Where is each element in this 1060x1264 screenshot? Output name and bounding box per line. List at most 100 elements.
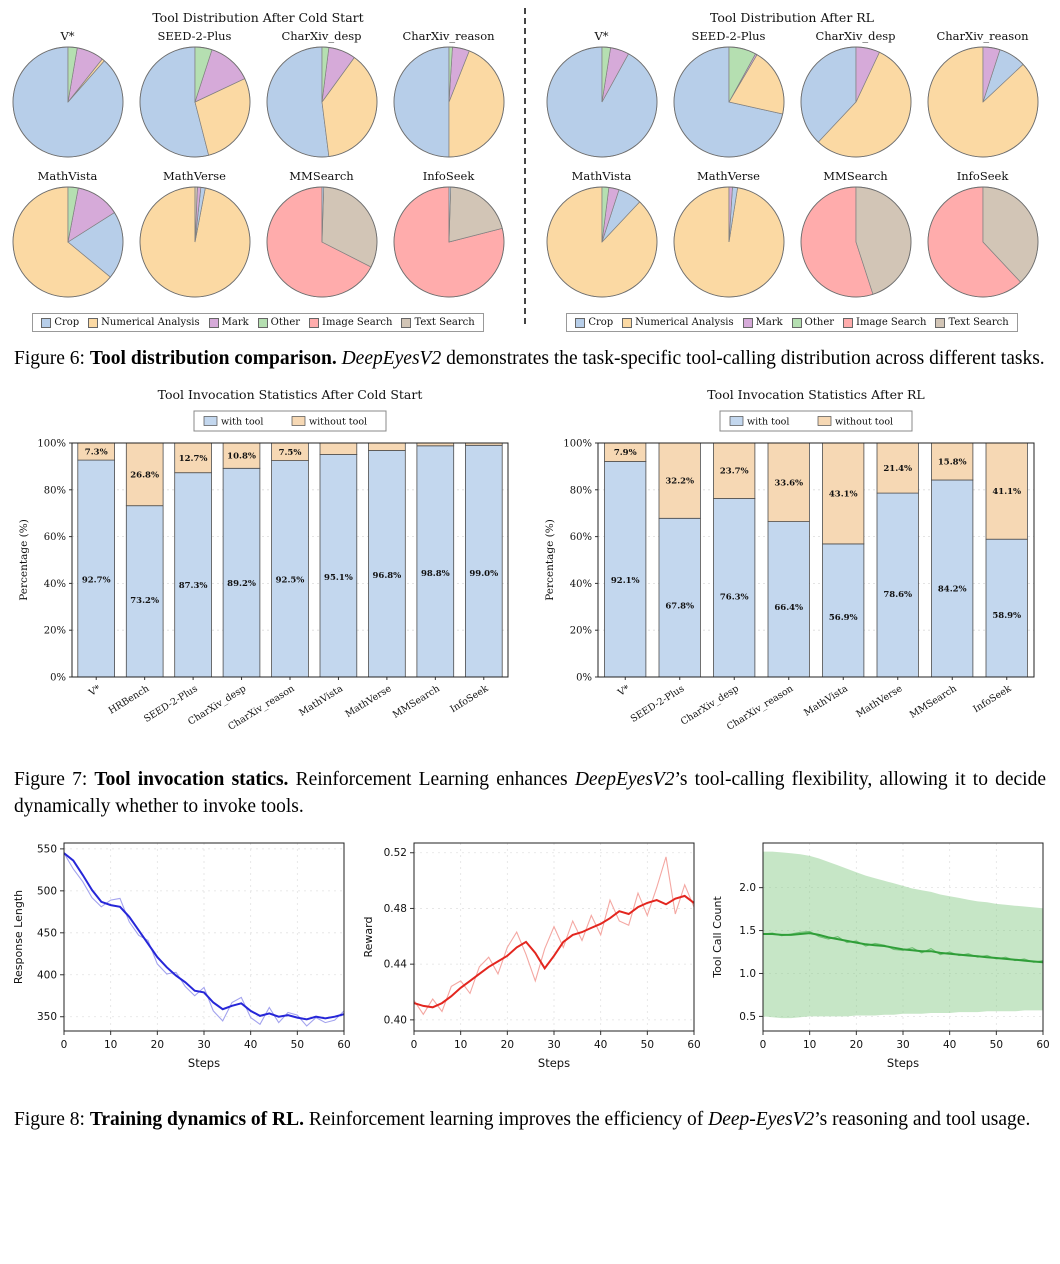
pie-outline bbox=[673, 46, 784, 158]
legend-label: Crop bbox=[588, 317, 614, 328]
pie-outline bbox=[266, 46, 377, 158]
figure8-caption: Figure 8: Training dynamics of RL. Reinf… bbox=[14, 1107, 1046, 1134]
bar-without-tool bbox=[658, 442, 701, 519]
bar-label-with-tool: 84.2% bbox=[938, 584, 967, 594]
pie-legend-after-rl: Crop Numerical Analysis Mark Other Image Sea… bbox=[566, 313, 1018, 332]
x-tick-label: 50 bbox=[990, 1039, 1003, 1051]
pie-title: V* bbox=[594, 29, 609, 43]
x-tick-label: 10 bbox=[803, 1039, 816, 1051]
y-tick-label: 1.0 bbox=[739, 968, 756, 980]
pie-outline bbox=[139, 186, 250, 298]
smooth-line bbox=[413, 894, 695, 1009]
x-axis-label: Steps bbox=[188, 1056, 220, 1070]
pie-mathverse: MathVerse bbox=[131, 168, 258, 305]
x-tick-label: V* bbox=[86, 683, 103, 699]
y-tick-label: 450 bbox=[37, 927, 57, 939]
bar-label-without-tool: 41.1% bbox=[992, 487, 1021, 497]
pie-outline bbox=[546, 186, 657, 298]
legend-label-with-tool: with tool bbox=[221, 416, 263, 427]
y-tick-label: 0.52 bbox=[383, 847, 406, 859]
x-tick-label: 60 bbox=[687, 1039, 700, 1051]
bar-label-with-tool: 76.3% bbox=[720, 593, 749, 603]
legend-swatch bbox=[575, 317, 586, 328]
bar-with-tool bbox=[368, 450, 406, 678]
pie-svg bbox=[800, 46, 911, 158]
y-tick-label: 60% bbox=[570, 532, 592, 543]
bar-label-without-tool: 23.7% bbox=[720, 467, 749, 477]
plot-frame bbox=[762, 842, 1044, 1032]
legend-label: Other bbox=[270, 317, 301, 328]
pie-title: SEED-2-Plus bbox=[691, 29, 766, 43]
raw-line bbox=[413, 856, 695, 1016]
figure8-caption-label: Figure 8: bbox=[14, 1108, 90, 1130]
legend-box bbox=[719, 410, 913, 432]
legend-label-without-tool: without tool bbox=[309, 416, 367, 427]
pie-svg bbox=[393, 186, 504, 298]
legend-label: Numerical Analysis bbox=[635, 317, 734, 328]
bar-with-tool bbox=[985, 538, 1028, 678]
legend-label: Other bbox=[804, 317, 835, 328]
bar-label-without-tool: 12.7% bbox=[179, 454, 208, 464]
pie-mathvista: MathVista bbox=[4, 168, 131, 305]
y-tick-label: 100% bbox=[37, 438, 66, 449]
pie-svg bbox=[673, 46, 784, 158]
legend-label: Crop bbox=[54, 317, 80, 328]
pie-svg bbox=[546, 186, 657, 298]
x-tick-label: 0 bbox=[410, 1039, 417, 1051]
bar-with-tool bbox=[125, 505, 164, 678]
legend-item-other: Other bbox=[257, 317, 301, 328]
legend-label: Mark bbox=[221, 317, 249, 328]
legend-item-numerical-analysis: Numerical Analysis bbox=[88, 317, 200, 328]
pie-svg bbox=[266, 46, 377, 158]
pie-outline bbox=[393, 46, 504, 158]
pie-charxiv-reason: CharXiv_reason bbox=[919, 28, 1046, 165]
pie-svg bbox=[266, 186, 377, 298]
bar-label-without-tool: 7.9% bbox=[614, 448, 637, 458]
y-tick-label: 80% bbox=[570, 485, 592, 496]
pie-v-: V* bbox=[538, 28, 665, 165]
bar-label-without-tool: 32.2% bbox=[665, 477, 694, 487]
y-tick-label: 0.5 bbox=[739, 1011, 756, 1023]
bar-label-without-tool: 7.5% bbox=[279, 448, 302, 458]
bar-with-tool bbox=[464, 444, 503, 678]
y-tick-label: 60% bbox=[44, 532, 66, 543]
bar-label-without-tool: 21.4% bbox=[883, 464, 912, 474]
figure7: Tool Invocation Statistics After Cold St… bbox=[0, 381, 1060, 753]
x-tick-label: 50 bbox=[291, 1039, 304, 1051]
plot-frame bbox=[63, 842, 345, 1032]
plot-frame bbox=[413, 842, 694, 1032]
legend-item-text-search: Text Search bbox=[935, 317, 1009, 328]
pie-mmsearch: MMSearch bbox=[258, 168, 385, 305]
x-tick-label: 40 bbox=[593, 1039, 606, 1051]
pie-title: MathVerse bbox=[163, 169, 226, 183]
pie-svg bbox=[139, 186, 250, 298]
paper-figures-page: Tool Distribution After Cold Start V* SEE… bbox=[0, 6, 1060, 1134]
figure6-caption-bold: Tool distribution comparison. bbox=[89, 348, 337, 369]
bar-with-tool bbox=[77, 459, 116, 678]
bar-with-tool bbox=[604, 461, 647, 678]
legend-swatch-with-tool bbox=[203, 416, 218, 426]
smooth-line bbox=[763, 931, 1044, 964]
y-tick-label: 0.48 bbox=[383, 903, 406, 915]
figure7-caption-rest: ’s tool-calling flexibility, allowing it… bbox=[14, 768, 1046, 817]
bar-without-tool bbox=[713, 442, 756, 499]
pie-outline bbox=[927, 186, 1038, 298]
confidence-band bbox=[763, 851, 1043, 1018]
y-tick-label: 2.0 bbox=[739, 882, 756, 894]
y-tick-label: 40% bbox=[44, 579, 66, 590]
x-tick-label: MathVerse bbox=[854, 683, 904, 720]
pie-svg bbox=[393, 46, 504, 158]
figure7-caption-italic: DeepEyesV2 bbox=[574, 768, 675, 790]
bar-label-with-tool: 95.1% bbox=[324, 573, 353, 583]
line-chart-reward: 0 10 20 30 40 50 60 0.40 0.44 0.48 0.52 Steps Reward bbox=[362, 842, 700, 1070]
bar-without-tool bbox=[222, 442, 261, 469]
pie-panel-after-rl: Tool Distribution After RL V* SEED-2-Plus… bbox=[538, 6, 1046, 332]
legend-swatch bbox=[935, 317, 946, 328]
pie-outline bbox=[266, 186, 377, 298]
x-tick-label: 30 bbox=[896, 1039, 909, 1051]
bar-label-with-tool: 58.9% bbox=[992, 611, 1021, 621]
pie-svg bbox=[673, 186, 784, 298]
bar-label-with-tool: 96.8% bbox=[372, 571, 401, 581]
bar-with-tool bbox=[713, 498, 756, 678]
bar-with-tool bbox=[822, 543, 865, 678]
